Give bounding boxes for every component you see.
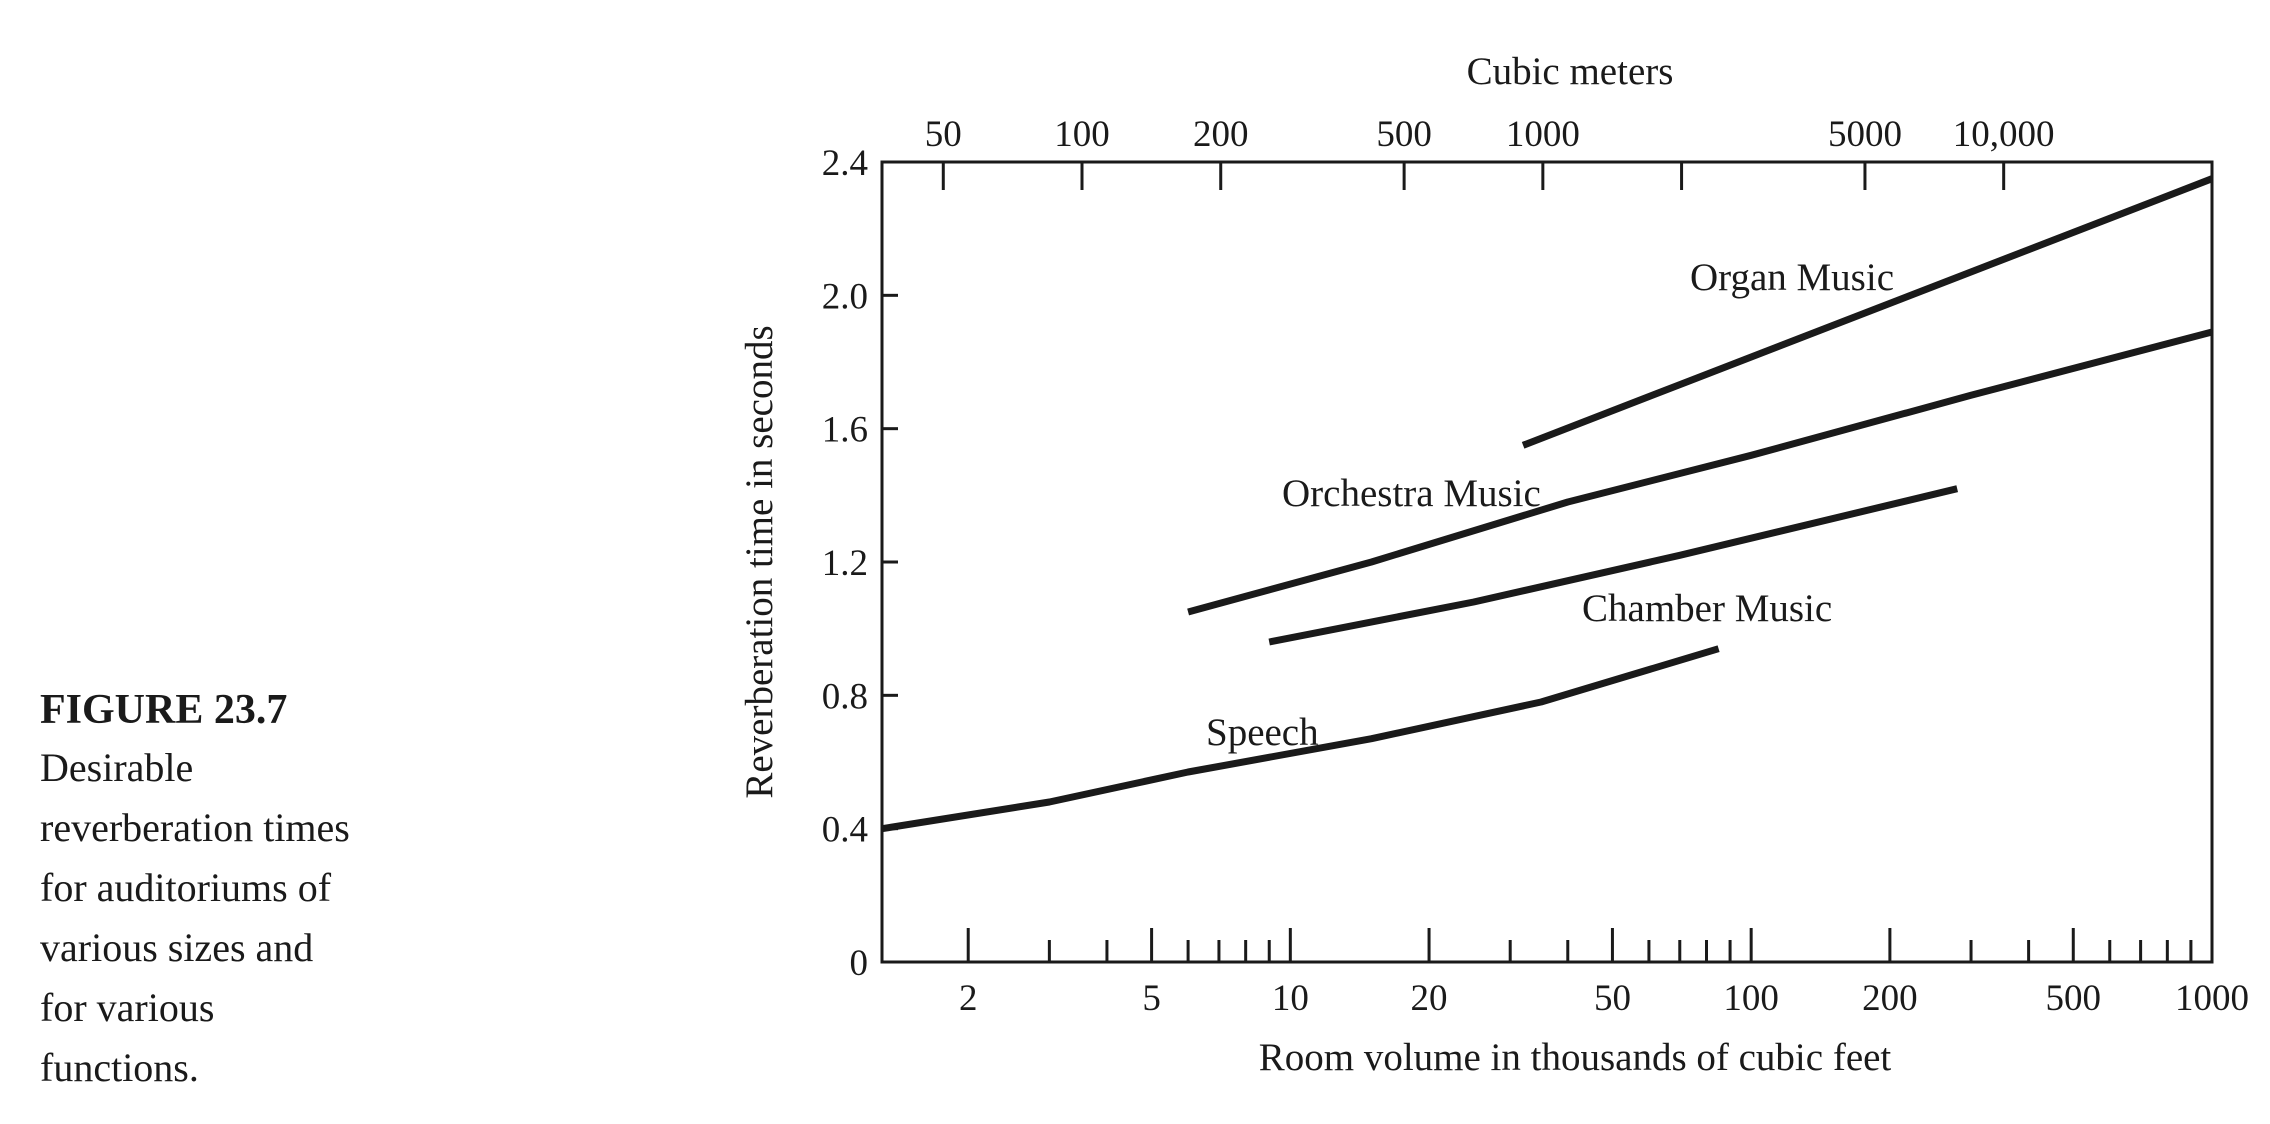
caption-line: various sizes and — [40, 925, 314, 970]
series-line-speech — [881, 645, 1720, 833]
y-axis-title: Reverberation time in seconds — [738, 325, 781, 798]
series-label-chamber-music: Chamber Music — [1582, 587, 1832, 630]
y-tick-label: 1.2 — [822, 543, 868, 584]
y-tick-label: 1.6 — [822, 410, 868, 451]
y-tick-label: 0.8 — [822, 676, 868, 717]
series-label-speech: Speech — [1206, 711, 1319, 754]
x-tick-label: 50 — [1594, 978, 1631, 1019]
x-tick-label: 100 — [1723, 978, 1779, 1019]
x2-tick-label: 1000 — [1506, 114, 1580, 155]
x-axis-top: 50 100 200 500 1000 5000 10,000 — [925, 114, 2055, 190]
y-tick-label: 0 — [850, 943, 869, 984]
caption-line: for various — [40, 985, 215, 1030]
series-lines — [881, 175, 2214, 833]
x-tick-label: 1000 — [2175, 978, 2249, 1019]
y-axis: 0 0.4 0.8 1.2 1.6 2.0 2.4 — [822, 143, 898, 984]
x2-tick-label: 10,000 — [1953, 114, 2055, 155]
x2-tick-label: 500 — [1376, 114, 1432, 155]
series-line-organ-music — [1521, 175, 2214, 449]
x2-axis-title: Cubic meters — [1467, 50, 1674, 93]
y-tick-label: 2.0 — [822, 276, 868, 317]
x-tick-label: 2 — [959, 978, 978, 1019]
x2-tick-label: 100 — [1054, 114, 1110, 155]
series-label-organ-music: Organ Music — [1690, 256, 1894, 299]
y-tick-label: 0.4 — [822, 810, 868, 851]
x2-tick-label: 5000 — [1828, 114, 1902, 155]
caption-line: Desirable — [40, 745, 194, 790]
caption-title: FIGURE 23.7 — [40, 687, 288, 733]
caption-text: Desirable reverberation times for audito… — [40, 738, 460, 1098]
x-tick-label: 5 — [1142, 978, 1161, 1019]
x2-tick-label: 200 — [1193, 114, 1249, 155]
x-tick-label: 200 — [1862, 978, 1918, 1019]
plot-frame — [880, 160, 2214, 964]
series-label-orchestra-music: Orchestra Music — [1282, 472, 1541, 515]
caption-line: functions. — [40, 1045, 199, 1090]
series-line-chamber-music — [1268, 485, 1959, 646]
x2-tick-label: 50 — [925, 114, 962, 155]
x-tick-label: 20 — [1411, 978, 1448, 1019]
x-tick-label: 500 — [2046, 978, 2102, 1019]
x-axis-bottom: 2 5 10 20 50 100 200 500 1000 — [959, 928, 2249, 1019]
y-tick-label: 2.4 — [822, 143, 868, 184]
series-line-orchestra-music — [1187, 328, 2213, 616]
x-axis-title: Room volume in thousands of cubic feet — [1259, 1036, 1892, 1079]
figure-caption: FIGURE 23.7 Desirable reverberation time… — [40, 682, 460, 1098]
caption-line: for auditoriums of — [40, 865, 332, 910]
x-tick-label: 10 — [1272, 978, 1309, 1019]
caption-line: reverberation times — [40, 805, 350, 850]
